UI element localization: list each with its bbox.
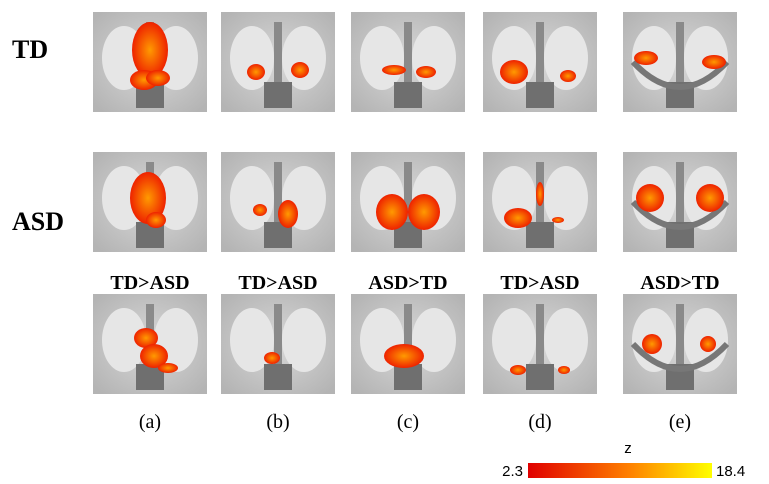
brain-slice (351, 152, 465, 252)
ventricle (676, 162, 684, 222)
activation (636, 184, 664, 212)
activation (634, 51, 658, 65)
ventricle (274, 22, 282, 82)
activation (158, 363, 178, 373)
brain-slice (221, 12, 335, 112)
panel-label: (c) (397, 411, 419, 433)
ventricle (676, 304, 684, 364)
ventricle (536, 304, 544, 364)
brain-slice (221, 294, 335, 394)
activation (384, 344, 424, 368)
white-matter (360, 26, 404, 90)
colorbar (528, 463, 712, 478)
brainstem (526, 364, 554, 390)
figure: TD ASD z 2.3 18.4 TD>ASD (a) TD>ASD (b) ASD>… (0, 0, 769, 484)
ventricle (404, 22, 412, 82)
activation (382, 65, 406, 75)
activation (536, 182, 544, 206)
activation (146, 212, 166, 228)
brainstem (526, 82, 554, 108)
brain-slice (351, 12, 465, 112)
brain-slice (483, 12, 597, 112)
brainstem (264, 364, 292, 390)
panel-label: (b) (266, 411, 289, 433)
contrast-label: ASD>TD (368, 272, 447, 294)
activation (146, 70, 170, 86)
colorbar-title: z (624, 440, 632, 457)
activation (278, 200, 298, 228)
brainstem (394, 364, 422, 390)
activation (416, 66, 436, 78)
activation (376, 194, 408, 230)
contrast-label: ASD>TD (640, 272, 719, 294)
white-matter (282, 26, 326, 90)
ventricle (676, 22, 684, 82)
activation (642, 334, 662, 354)
activation (696, 184, 724, 212)
brainstem (264, 82, 292, 108)
ventricle (536, 22, 544, 82)
activation (504, 208, 532, 228)
activation (702, 55, 726, 69)
contrast-label: TD>ASD (238, 272, 317, 294)
activation (560, 70, 576, 82)
contrast-label: TD>ASD (500, 272, 579, 294)
activation (247, 64, 265, 80)
colorbar-min: 2.3 (502, 463, 523, 480)
brain-slice (483, 294, 597, 394)
brain-slice (623, 12, 737, 112)
white-matter (282, 308, 326, 372)
white-matter (544, 308, 588, 372)
brain-slice (93, 294, 207, 394)
activation (552, 217, 564, 223)
colorbar-max: 18.4 (716, 463, 745, 480)
white-matter (492, 308, 536, 372)
brain-slice (93, 152, 207, 252)
activation (558, 366, 570, 374)
brain-slice (623, 152, 737, 252)
row-label: TD (12, 35, 48, 64)
brain-slice (93, 12, 207, 112)
white-matter (544, 166, 588, 230)
activation (500, 60, 528, 84)
activation (253, 204, 267, 216)
white-matter (230, 166, 274, 230)
brain-slice (483, 152, 597, 252)
panel-label: (d) (528, 411, 551, 433)
activation (408, 194, 440, 230)
activation (700, 336, 716, 352)
row-label: ASD (12, 207, 64, 236)
activation (132, 22, 168, 78)
activation (264, 352, 280, 364)
contrast-label: TD>ASD (110, 272, 189, 294)
white-matter (412, 26, 456, 90)
brain-slice (221, 152, 335, 252)
brainstem (526, 222, 554, 248)
panel-label: (a) (139, 411, 161, 433)
activation (510, 365, 526, 375)
brain-images (93, 12, 737, 394)
activation (291, 62, 309, 78)
brain-slice (623, 294, 737, 394)
brain-slice (351, 294, 465, 394)
brainstem (394, 82, 422, 108)
panel-label: (e) (669, 411, 691, 433)
white-matter (230, 26, 274, 90)
